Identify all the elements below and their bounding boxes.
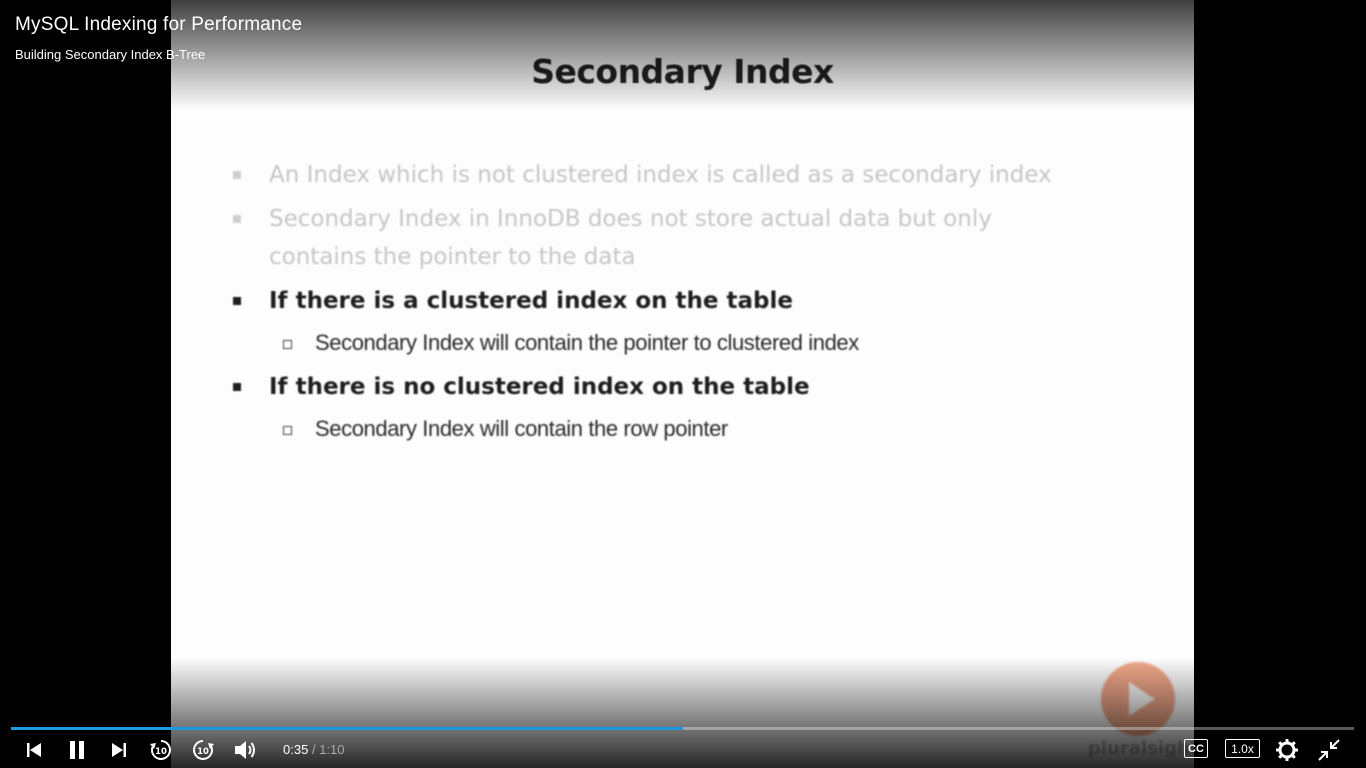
slide-bullet-1: An Index which is not clustered index is…: [231, 156, 1171, 194]
forward-10-button[interactable]: 10: [188, 736, 218, 764]
exit-fullscreen-icon: [1318, 739, 1340, 761]
slide-subbullet-3: Secondary Index will contain the pointer…: [231, 326, 1171, 360]
svg-text:10: 10: [197, 747, 209, 757]
settings-button[interactable]: [1272, 736, 1302, 764]
volume-button[interactable]: [230, 736, 260, 764]
playback-speed-button[interactable]: 1.0x: [1225, 739, 1260, 758]
svg-text:10: 10: [155, 747, 167, 757]
volume-icon: [235, 741, 255, 759]
closed-captions-button[interactable]: CC: [1184, 739, 1208, 758]
bullet-square-icon: [233, 383, 241, 391]
slide-bullet-list: An Index which is not clustered index is…: [231, 156, 1171, 454]
slide-bullet-3-text: If there is a clustered index on the tab…: [269, 288, 793, 314]
exit-fullscreen-button[interactable]: [1314, 736, 1344, 764]
progress-bar[interactable]: [11, 727, 1354, 730]
rewind-10-icon: 10: [150, 740, 171, 760]
skip-next-icon: [112, 743, 126, 757]
forward-10-icon: 10: [193, 740, 214, 760]
slide-bullet-2-text: Secondary Index in InnoDB does not store…: [269, 206, 992, 270]
subbullet-box-icon: [283, 426, 292, 435]
current-time: 0:35: [283, 742, 309, 757]
rewind-10-button[interactable]: 10: [146, 736, 176, 764]
slide-bullet-4: If there is no clustered index on the ta…: [231, 368, 1171, 406]
clip-title: Building Secondary Index B-Tree: [15, 47, 206, 62]
slide-bullet-2: Secondary Index in InnoDB does not store…: [231, 200, 1049, 276]
pause-button[interactable]: [62, 736, 92, 764]
time-separator: /: [311, 742, 316, 757]
time-display: 0:35 / 1:10: [283, 742, 345, 757]
slide-title: Secondary Index: [531, 52, 834, 91]
pause-icon: [70, 741, 84, 759]
slide-bullet-1-text: An Index which is not clustered index is…: [269, 162, 1052, 188]
slide-bullet-4-text: If there is no clustered index on the ta…: [269, 374, 810, 400]
slide-subbullet-4-text: Secondary Index will contain the row poi…: [315, 416, 728, 441]
course-title: MySQL Indexing for Performance: [15, 14, 303, 35]
skip-previous-button[interactable]: [19, 736, 49, 764]
settings-gear-icon: [1276, 739, 1298, 761]
slide-bullet-3: If there is a clustered index on the tab…: [231, 282, 1171, 320]
bullet-square-icon: [233, 297, 241, 305]
progress-bar-fill: [11, 727, 683, 730]
bullet-square-icon: [233, 215, 241, 223]
player-controls: 10 10 0:35 / 1:10 CC 1.0x: [0, 732, 1366, 768]
skip-next-button[interactable]: [104, 736, 134, 764]
slide-subbullet-4: Secondary Index will contain the row poi…: [231, 412, 1171, 446]
slide-subbullet-3-text: Secondary Index will contain the pointer…: [315, 330, 859, 355]
bullet-square-icon: [233, 171, 241, 179]
subbullet-box-icon: [283, 340, 292, 349]
slide-frame: Secondary Index An Index which is not cl…: [171, 0, 1194, 768]
pluralsight-logo-icon: [1101, 662, 1175, 736]
duration: 1:10: [319, 742, 345, 757]
skip-previous-icon: [27, 743, 41, 757]
